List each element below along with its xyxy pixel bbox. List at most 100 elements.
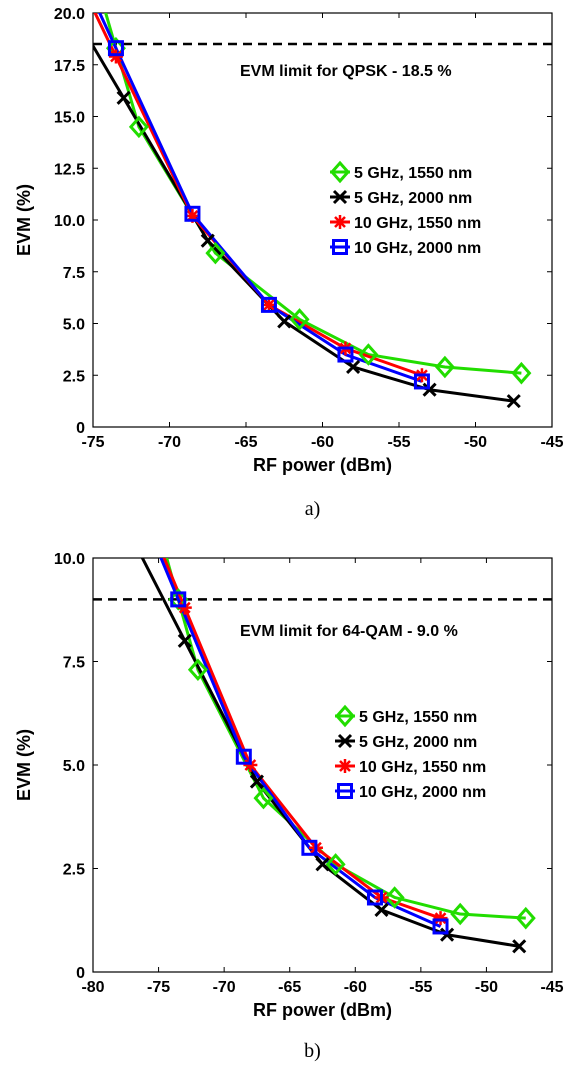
marker-asterisk <box>108 49 123 64</box>
legend-marker <box>337 783 353 799</box>
legend-item: 5 GHz, 2000 nm <box>330 189 472 207</box>
x-tick-label: -70 <box>158 434 181 451</box>
data-point <box>205 241 226 265</box>
data-point <box>261 297 276 312</box>
data-point <box>200 233 215 248</box>
marker-square <box>337 346 354 363</box>
marker-diamond <box>334 704 356 728</box>
data-point <box>170 591 187 608</box>
data-point <box>413 373 430 390</box>
data-point <box>253 786 274 810</box>
data-point <box>185 208 200 223</box>
marker-x <box>346 359 361 375</box>
legend-marker <box>334 704 356 728</box>
chart-a: -75 -70 -65 -60 -55 -50 -45 0 2.5 5.0 7.5 10.0 12.5 1… <box>14 6 564 520</box>
legend-label: 5 GHz, 2000 nm <box>359 734 477 751</box>
marker-diamond <box>325 853 346 876</box>
y-tick-label: 2.5 <box>63 368 85 385</box>
x-tick-label: -75 <box>147 979 170 996</box>
marker-x <box>332 189 348 205</box>
legend-item: 10 GHz, 1550 nm <box>335 759 486 776</box>
marker-diamond <box>515 906 536 930</box>
marker-square <box>184 205 201 222</box>
legend-label: 10 GHz, 2000 nm <box>359 784 486 801</box>
data-point <box>277 314 292 329</box>
data-point <box>289 308 310 331</box>
data-point <box>249 774 264 789</box>
data-point <box>440 927 455 942</box>
marker-diamond <box>384 886 405 909</box>
data-point <box>187 658 208 682</box>
data-point <box>325 853 346 876</box>
legend-item: 10 GHz, 2000 nm <box>335 783 486 801</box>
marker-x <box>337 733 353 749</box>
marker-square <box>432 918 449 935</box>
y-tick-label: 20.0 <box>54 6 85 23</box>
series-line <box>98 13 423 383</box>
marker-square <box>413 373 430 390</box>
marker-x <box>374 902 389 917</box>
chart-b: -80 -75 -70 -65 -60 -55 -50 -45 0 2.5 5.0 7.5 10.0 RF… <box>14 551 564 1062</box>
data-point <box>128 115 149 139</box>
data-point <box>384 886 405 909</box>
data-point <box>116 90 131 105</box>
marker-asterisk <box>261 297 276 312</box>
series-markers <box>107 40 430 390</box>
legend-marker <box>333 215 347 229</box>
marker-diamond <box>434 355 455 379</box>
marker-square <box>337 783 353 799</box>
data-point <box>432 918 449 935</box>
y-tick-label: 7.5 <box>63 265 85 282</box>
y-tick-label: 7.5 <box>63 655 85 672</box>
x-tick-label: -45 <box>540 434 563 451</box>
data-point <box>184 205 201 222</box>
legend-marker <box>329 160 351 184</box>
marker-diamond <box>128 115 149 139</box>
marker-square <box>332 239 348 255</box>
marker-asterisk <box>185 208 200 223</box>
data-point <box>433 911 448 926</box>
marker-x <box>440 927 455 942</box>
marker-square <box>107 40 124 57</box>
x-tick-label: -50 <box>475 979 498 996</box>
y-tick-label: 12.5 <box>54 161 85 178</box>
legend-label: 10 GHz, 1550 nm <box>354 215 481 232</box>
data-point <box>177 600 192 615</box>
legend-marker <box>337 733 353 749</box>
data-point <box>235 748 252 765</box>
y-tick-label: 10.0 <box>54 551 85 568</box>
y-tick-label: 5.0 <box>63 758 85 775</box>
marker-asterisk <box>333 215 347 229</box>
marker-asterisk <box>433 911 448 926</box>
data-point <box>177 633 192 648</box>
data-point <box>511 361 532 385</box>
legend: 5 GHz, 1550 nm 5 GHz, 2000 nm 10 GHz, 1550… <box>334 704 486 801</box>
marker-x <box>249 774 264 789</box>
x-tick-label: -55 <box>409 979 432 996</box>
evm-limit-annotation: EVM limit for QPSK - 18.5 % <box>240 63 452 80</box>
series-markers <box>116 90 521 409</box>
series-line <box>162 558 442 920</box>
legend: 5 GHz, 1550 nm 5 GHz, 2000 nm 10 GHz, 1550… <box>329 160 481 257</box>
marker-diamond <box>205 241 226 265</box>
data-point <box>434 355 455 379</box>
x-tick-label: -60 <box>311 434 334 451</box>
x-tick-label: -55 <box>387 434 410 451</box>
legend-marker <box>332 239 348 255</box>
data-point <box>512 939 527 954</box>
x-tick-label: -80 <box>81 979 104 996</box>
series-line <box>165 558 526 920</box>
legend-item: 5 GHz, 2000 nm <box>335 733 477 751</box>
marker-square <box>235 748 252 765</box>
x-tick-label: -65 <box>234 434 257 451</box>
marker-asterisk <box>243 758 258 772</box>
legend-marker <box>332 189 348 205</box>
x-tick-label: -60 <box>344 979 367 996</box>
marker-square <box>366 889 383 906</box>
series-line <box>159 558 442 928</box>
data-point <box>108 49 123 64</box>
x-tick-label: -45 <box>540 979 563 996</box>
marker-diamond <box>289 308 310 331</box>
x-tick-label: -75 <box>81 434 104 451</box>
